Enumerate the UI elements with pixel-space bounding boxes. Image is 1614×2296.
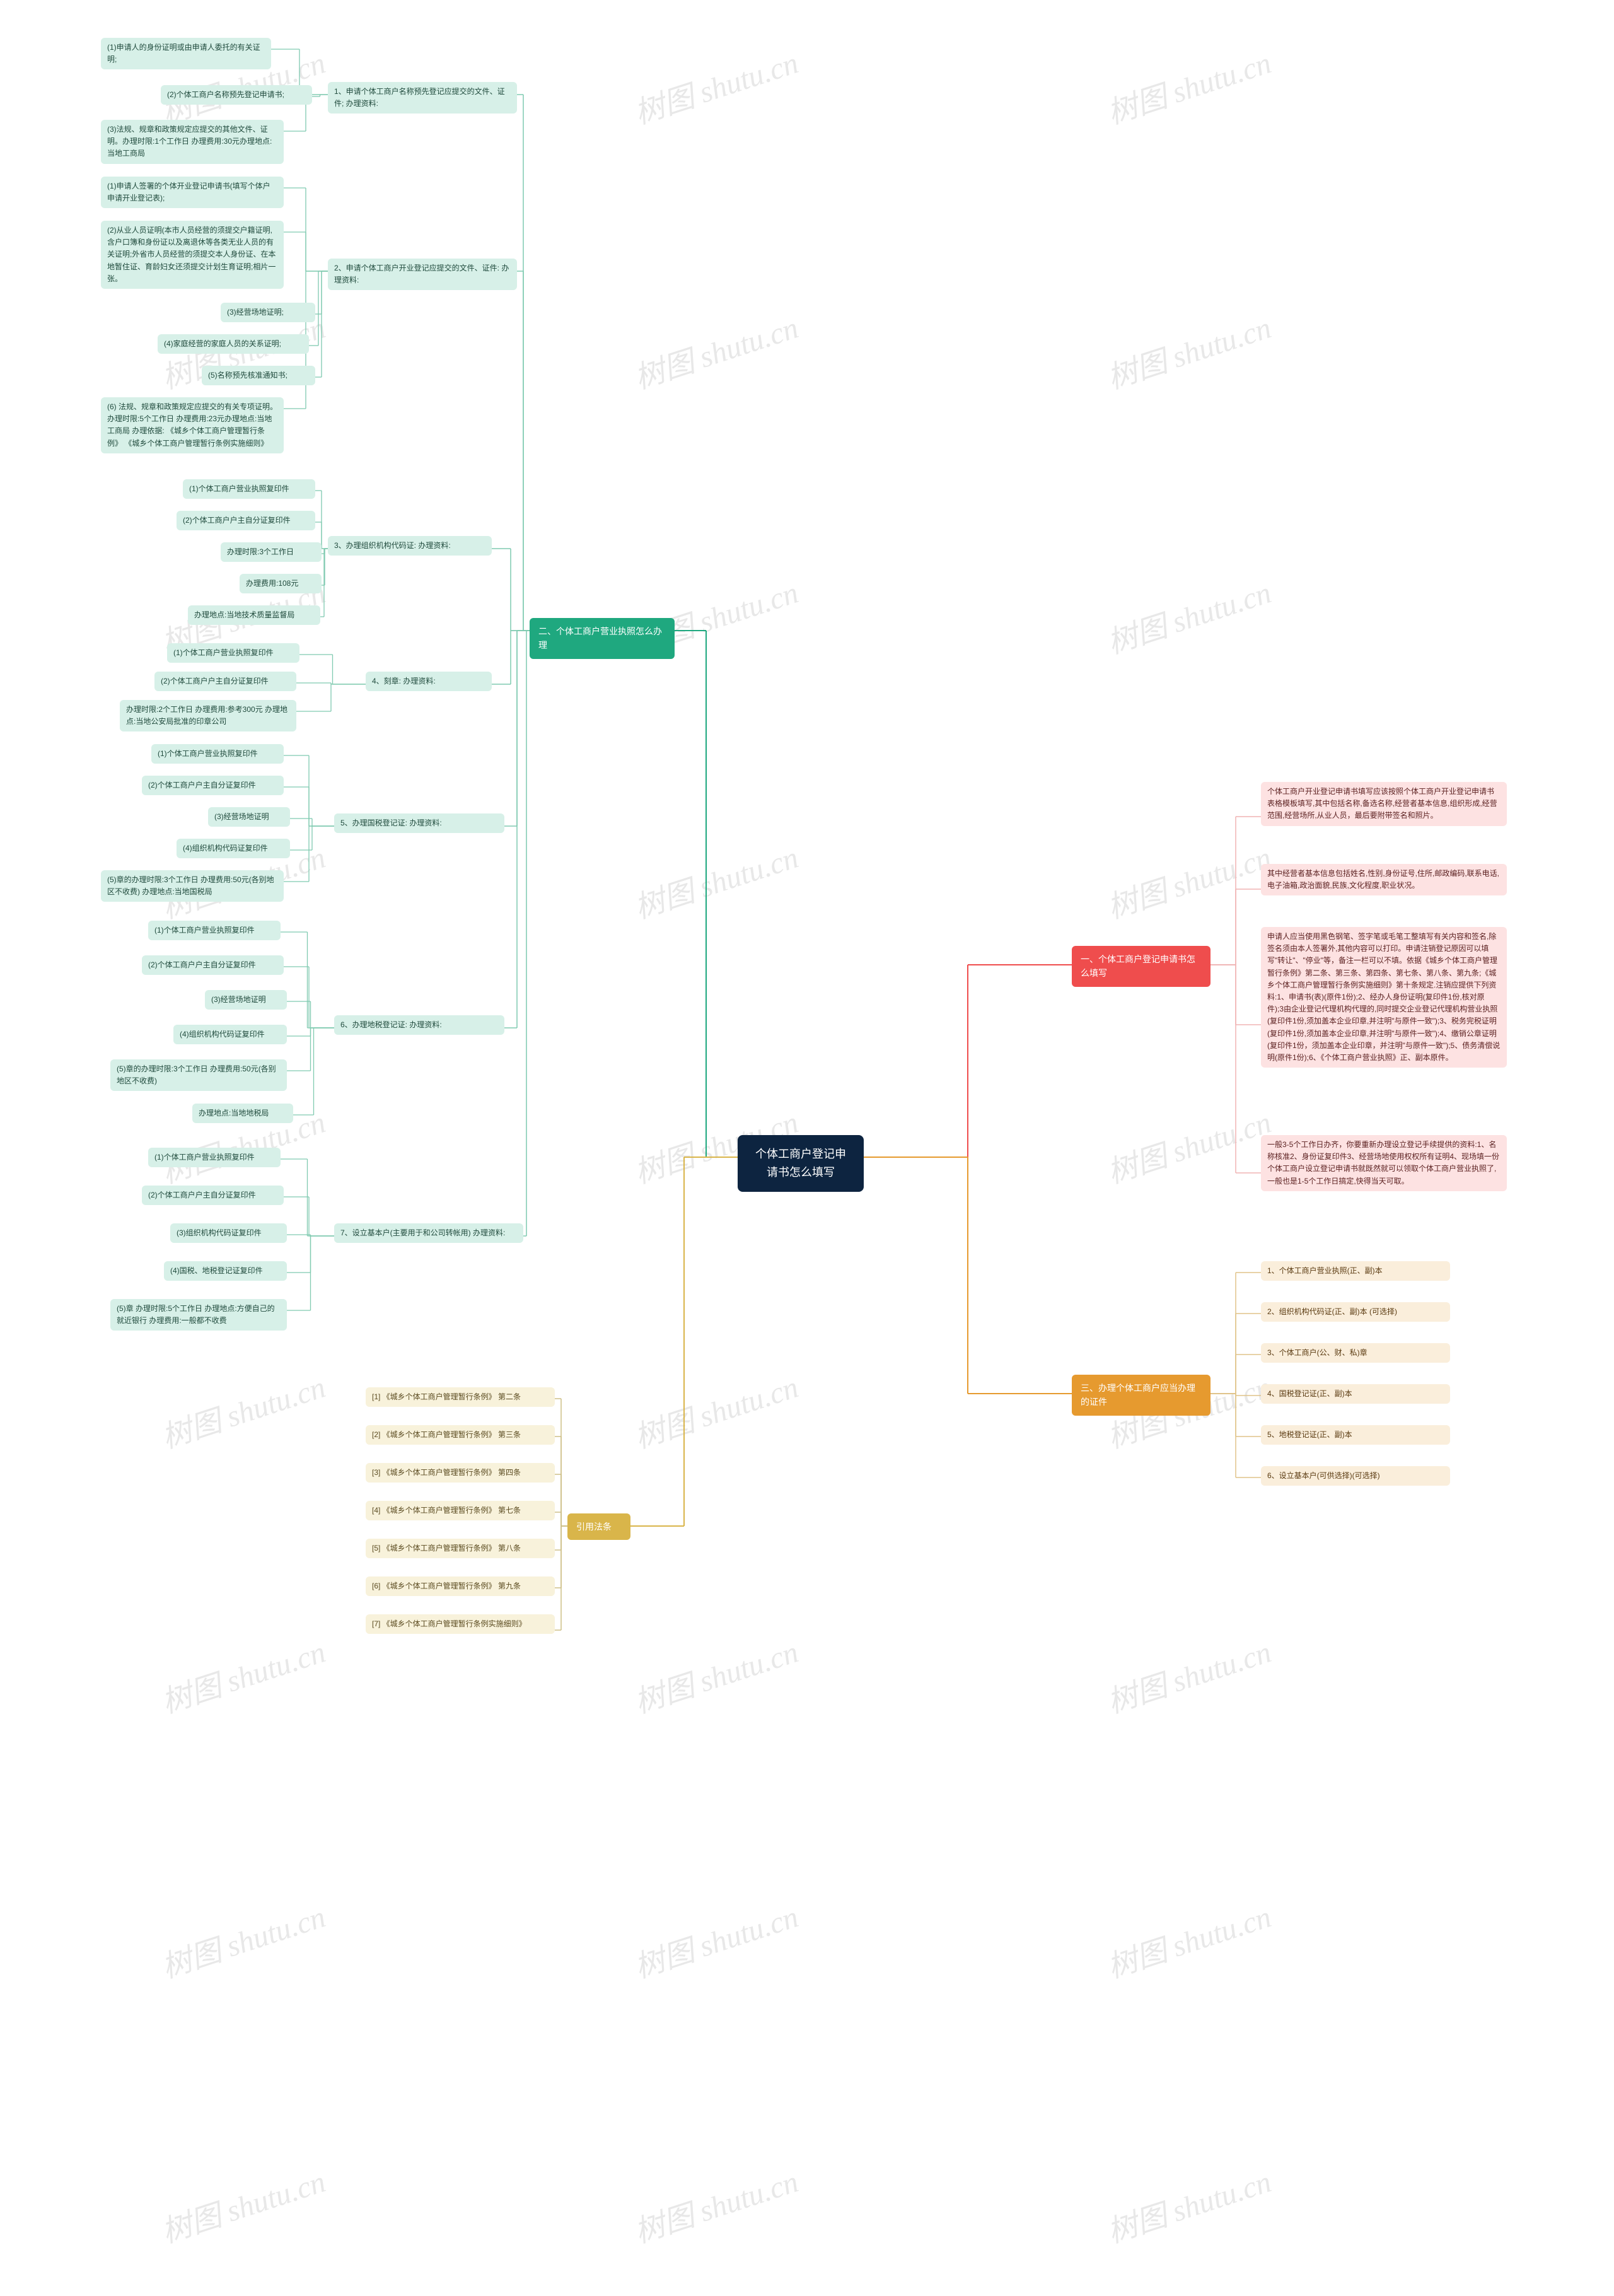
watermark: 树图 shutu.cn [1101,38,1276,132]
sub-b2-6-3: (4)国税、地税登记证复印件 [164,1261,287,1281]
leaf-ref-2: [3] 《城乡个体工商户管理暂行条例》 第四条 [366,1463,555,1483]
sub-b2-2-3: 办理费用:108元 [240,574,322,593]
subgroup-b2-0: 1、申请个体工商户名称预先登记应提交的文件、证件; 办理资料: [328,82,517,114]
watermark: 树图 shutu.cn [155,1627,330,1722]
watermark: 树图 shutu.cn [628,1892,803,1986]
leaf-b3-1: 2、组织机构代码证(正、副)本 (可选择) [1261,1302,1450,1322]
sub-b2-1-0: (1)申请人签署的个体开业登记申请书(填写个体户申请开业登记表); [101,177,284,208]
branch-b3: 三、办理个体工商户应当办理的证件 [1072,1375,1210,1416]
sub-b2-3-0: (1)个体工商户营业执照复印件 [167,643,299,663]
watermark: 树图 shutu.cn [1101,1097,1276,1192]
watermark: 树图 shutu.cn [1101,1627,1276,1722]
watermark: 树图 shutu.cn [628,1362,803,1457]
sub-b2-6-4: (5)章 办理时限:5个工作日 办理地点:方便自己的就近银行 办理费用:一般都不… [110,1299,287,1331]
leaf-ref-1: [2] 《城乡个体工商户管理暂行条例》 第三条 [366,1425,555,1445]
sub-b2-5-4: (5)章的办理时限:3个工作日 办理费用:50元(各别地区不收费) [110,1059,287,1091]
subgroup-b2-6: 7、设立基本户(主要用于和公司转帐用) 办理资料: [334,1223,523,1243]
watermark: 树图 shutu.cn [628,1627,803,1722]
sub-b2-1-4: (5)名称预先核准通知书; [202,366,315,385]
leaf-ref-3: [4] 《城乡个体工商户管理暂行条例》 第七条 [366,1501,555,1520]
branch-b2: 二、个体工商户营业执照怎么办理 [530,618,675,659]
leaf-b3-2: 3、个体工商户(公、财、私)章 [1261,1343,1450,1363]
sub-b2-0-0: (1)申请人的身份证明或由申请人委托的有关证明; [101,38,271,69]
leaf-b1-1: 其中经营者基本信息包括姓名,性别,身份证号,住所,邮政编码,联系电话,电子油箱,… [1261,864,1507,895]
watermark: 树图 shutu.cn [155,1362,330,1457]
leaf-b1-0: 个体工商户开业登记申请书填写应该按照个体工商户开业登记申请书表格模板填写,其中包… [1261,782,1507,826]
leaf-b3-5: 6、设立基本户(可供选择)(可选择) [1261,1466,1450,1486]
watermark: 树图 shutu.cn [155,1892,330,1986]
sub-b2-5-1: (2)个体工商户户主自分证复印件 [142,955,284,975]
watermark: 树图 shutu.cn [1101,303,1276,397]
leaf-ref-4: [5] 《城乡个体工商户管理暂行条例》 第八条 [366,1539,555,1558]
leaf-b1-2: 申请人应当使用黑色钢笔、签字笔或毛笔工整填写有关内容和签名,除签名须由本人签署外… [1261,927,1507,1068]
sub-b2-1-1: (2)从业人员证明(本市人员经营的须提交户籍证明,含户口簿和身份证以及离退休等各… [101,221,284,289]
sub-b2-4-3: (4)组织机构代码证复印件 [177,839,290,858]
root-node: 个体工商户登记申请书怎么填写 [738,1135,864,1192]
branch-ref: 引用法条 [567,1513,630,1540]
sub-b2-2-1: (2)个体工商户户主自分证复印件 [177,511,315,530]
watermark: 树图 shutu.cn [628,303,803,397]
sub-b2-6-0: (1)个体工商户营业执照复印件 [148,1148,281,1167]
subgroup-b2-3: 4、刻章: 办理资料: [366,672,492,691]
leaf-b3-3: 4、国税登记证(正、副)本 [1261,1384,1450,1404]
sub-b2-1-2: (3)经营场地证明; [221,303,315,322]
sub-b2-5-5: 办理地点:当地地税局 [192,1104,293,1123]
watermark: 树图 shutu.cn [1101,1892,1276,1986]
subgroup-b2-1: 2、申请个体工商户开业登记应提交的文件、证件: 办理资料: [328,259,517,290]
sub-b2-5-2: (3)经营场地证明 [205,990,287,1010]
leaf-ref-6: [7] 《城乡个体工商户管理暂行条例实施细则》 [366,1614,555,1634]
sub-b2-0-1: (2)个体工商户名称预先登记申请书; [161,85,312,105]
sub-b2-4-4: (5)章的办理时限:3个工作日 办理费用:50元(各别地区不收费) 办理地点:当… [101,870,284,902]
subgroup-b2-5: 6、办理地税登记证: 办理资料: [334,1015,504,1035]
leaf-b3-4: 5、地税登记证(正、副)本 [1261,1425,1450,1445]
sub-b2-6-1: (2)个体工商户户主自分证复印件 [142,1186,284,1205]
sub-b2-1-3: (4)家庭经营的家庭人员的关系证明; [158,334,309,354]
watermark: 树图 shutu.cn [628,2157,803,2251]
sub-b2-5-3: (4)组织机构代码证复印件 [173,1025,287,1044]
sub-b2-3-2: 办理时限:2个工作日 办理费用:参考300元 办理地点:当地公安局批准的印章公司 [120,700,296,731]
sub-b2-4-0: (1)个体工商户营业执照复印件 [151,744,284,764]
subgroup-b2-4: 5、办理国税登记证: 办理资料: [334,813,504,833]
sub-b2-1-5: (6) 法规、规章和政策规定应提交的有关专项证明。 办理时限:5个工作日 办理费… [101,397,284,453]
watermark: 树图 shutu.cn [155,2157,330,2251]
watermark: 树图 shutu.cn [1101,832,1276,927]
sub-b2-6-2: (3)组织机构代码证复印件 [170,1223,287,1243]
watermark: 树图 shutu.cn [628,38,803,132]
sub-b2-4-1: (2)个体工商户户主自分证复印件 [142,776,284,795]
sub-b2-3-1: (2)个体工商户户主自分证复印件 [154,672,296,691]
leaf-ref-0: [1] 《城乡个体工商户管理暂行条例》 第二条 [366,1387,555,1407]
leaf-b3-0: 1、个体工商户营业执照(正、副)本 [1261,1261,1450,1281]
sub-b2-2-0: (1)个体工商户营业执照复印件 [183,479,315,499]
sub-b2-0-2: (3)法规、规章和政策规定应提交的其他文件、证明。办理时限:1个工作日 办理费用… [101,120,284,164]
watermark: 树图 shutu.cn [1101,568,1276,662]
sub-b2-4-2: (3)经营场地证明 [208,807,290,827]
subgroup-b2-2: 3、办理组织机构代码证: 办理资料: [328,536,492,556]
branch-b1: 一、个体工商户登记申请书怎么填写 [1072,946,1210,987]
watermark: 树图 shutu.cn [628,832,803,927]
sub-b2-2-4: 办理地点:当地技术质量监督局 [188,605,320,625]
leaf-ref-5: [6] 《城乡个体工商户管理暂行条例》 第九条 [366,1576,555,1596]
watermark: 树图 shutu.cn [1101,2157,1276,2251]
sub-b2-2-2: 办理时限:3个工作日 [221,542,322,562]
leaf-b1-3: 一般3-5个工作日办齐，你要重新办理设立登记手续提供的资料:1、名称核准2、身份… [1261,1135,1507,1191]
sub-b2-5-0: (1)个体工商户营业执照复印件 [148,921,281,940]
